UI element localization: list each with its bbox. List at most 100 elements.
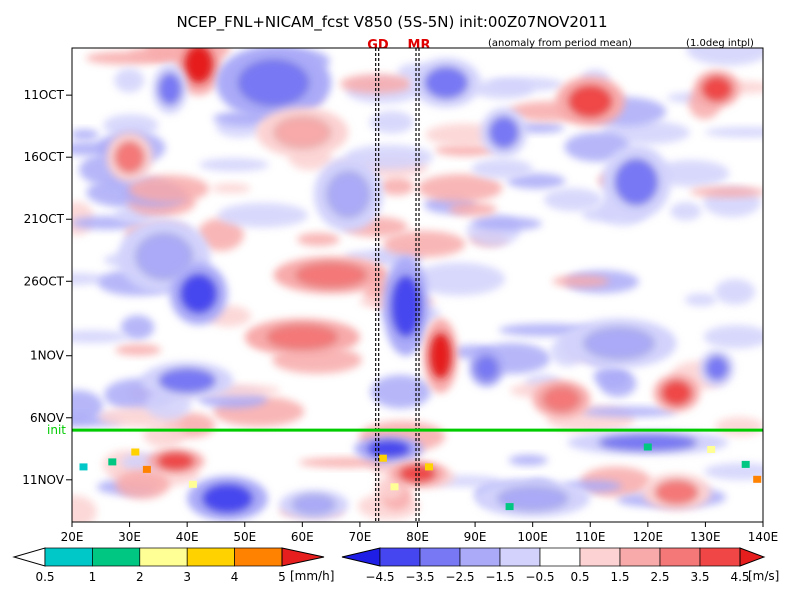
blob-core	[238, 60, 309, 106]
wind-bar-swatch	[579, 547, 621, 567]
precip-cell	[188, 480, 197, 488]
texture-patch	[417, 174, 503, 202]
anomaly-blob	[382, 256, 430, 356]
wind-bar-swatch	[379, 547, 421, 567]
texture-patch	[72, 390, 104, 423]
blob-core	[615, 159, 658, 205]
precip-bar-swatch	[92, 547, 141, 567]
texture-patch	[72, 495, 97, 522]
x-tick-label: 80E	[406, 530, 429, 544]
wind-bar-tick: −4.5	[365, 570, 394, 584]
texture-patch	[689, 186, 763, 198]
wind-bar-tick: 2.5	[650, 570, 669, 584]
anomaly-blob	[141, 361, 234, 400]
wind-bar-tick: −2.5	[445, 570, 474, 584]
anomaly-blob	[187, 476, 268, 521]
y-tick-label: 11OCT	[24, 88, 65, 102]
blob-core	[391, 276, 421, 337]
texture-patch	[199, 158, 270, 172]
anomaly-blobs	[106, 48, 740, 521]
precip-bar-high-arrow	[281, 547, 325, 567]
texture-patch	[704, 126, 763, 138]
wind-bar-swatch	[699, 547, 741, 567]
wind-bar-high-arrow	[739, 547, 766, 567]
y-axis: 11OCT 16OCT 21OCT 26OCT 1NOV 6NOV 11NOV	[22, 88, 72, 487]
blob-core	[159, 73, 181, 105]
blob-core	[158, 453, 194, 469]
precip-unit: [mm/h]	[290, 569, 334, 583]
anomaly-blob	[693, 70, 740, 108]
precip-bar-tick: 1	[89, 570, 97, 584]
anomaly-blob	[106, 132, 153, 183]
blob-core	[327, 171, 370, 218]
texture-patch	[370, 374, 431, 409]
precip-cell	[505, 503, 514, 511]
blob-core	[136, 233, 193, 280]
precip-cell	[142, 465, 151, 473]
anomaly-blob	[279, 489, 349, 520]
precip-bar-swatch	[186, 547, 235, 567]
precip-bar-tick: 3	[183, 570, 191, 584]
x-tick-label: 70E	[348, 530, 371, 544]
precip-cell	[643, 443, 652, 451]
anomaly-blob	[313, 157, 383, 232]
y-tick-label: 11NOV	[22, 473, 64, 487]
precip-bar-low-arrow	[12, 547, 46, 567]
texture-patch	[515, 122, 565, 134]
precip-bar-swatch	[139, 547, 188, 567]
anomaly-blob	[146, 448, 205, 474]
x-tick-label: 60E	[291, 530, 314, 544]
y-tick-label: 21OCT	[24, 212, 65, 226]
blob-core	[274, 117, 331, 148]
blob-core	[296, 263, 366, 287]
anomaly-blob	[423, 318, 458, 393]
x-tick-label: 110E	[575, 530, 606, 544]
anomaly-blob	[256, 107, 349, 158]
blob-core	[706, 356, 728, 380]
wind-bar-tick: 4.5	[730, 570, 749, 584]
texture-patch	[297, 232, 340, 247]
texture-patch	[211, 183, 251, 194]
precip-cell	[131, 448, 140, 456]
blob-core	[425, 67, 468, 98]
precip-bar-tick: 4	[231, 570, 239, 584]
blob-core	[429, 333, 452, 379]
precip-cells	[79, 443, 762, 511]
texture-patch	[217, 202, 309, 228]
x-tick-label: 90E	[464, 530, 487, 544]
blob-core	[489, 117, 518, 148]
anomaly-blob	[388, 461, 447, 487]
texture-patch	[369, 110, 415, 134]
texture-patch	[714, 278, 756, 305]
texture-patch	[508, 454, 548, 466]
texture-patch	[115, 470, 170, 499]
plot-area	[72, 48, 763, 522]
texture-patch	[345, 144, 434, 170]
blob-core	[702, 77, 732, 101]
wind-bar-swatch	[539, 547, 581, 567]
texture-patch	[471, 158, 533, 179]
texture-patch	[581, 406, 678, 417]
anomaly-blob	[653, 374, 700, 412]
y-tick-label: 1NOV	[30, 349, 65, 363]
x-axis: 20E 30E 40E 50E 60E 70E 80E 90E 100E 110E 120E 130E…	[61, 522, 778, 544]
anomaly-blob	[555, 76, 625, 127]
wind-bar-swatch	[459, 547, 501, 567]
blob-core	[159, 369, 216, 392]
wind-bar-tick: 1.5	[610, 570, 629, 584]
anomaly-blob	[469, 349, 504, 387]
blob-core	[203, 484, 252, 513]
x-tick-label: 30E	[118, 530, 141, 544]
x-tick-label: 100E	[517, 530, 548, 544]
precip-cell	[707, 446, 716, 453]
texture-patch	[72, 330, 129, 344]
wind-bar-swatch	[419, 547, 461, 567]
anomaly-blob	[475, 479, 591, 518]
precip-bar-swatch	[234, 547, 283, 567]
precip-bar-tick: 0.5	[35, 570, 54, 584]
texture-patch	[581, 207, 618, 222]
texture-patch	[653, 160, 730, 187]
precip-colorbar: 0.5 1 2 3 4 5	[12, 547, 325, 584]
texture-patch	[120, 315, 155, 340]
wind-bar-swatch	[499, 547, 541, 567]
